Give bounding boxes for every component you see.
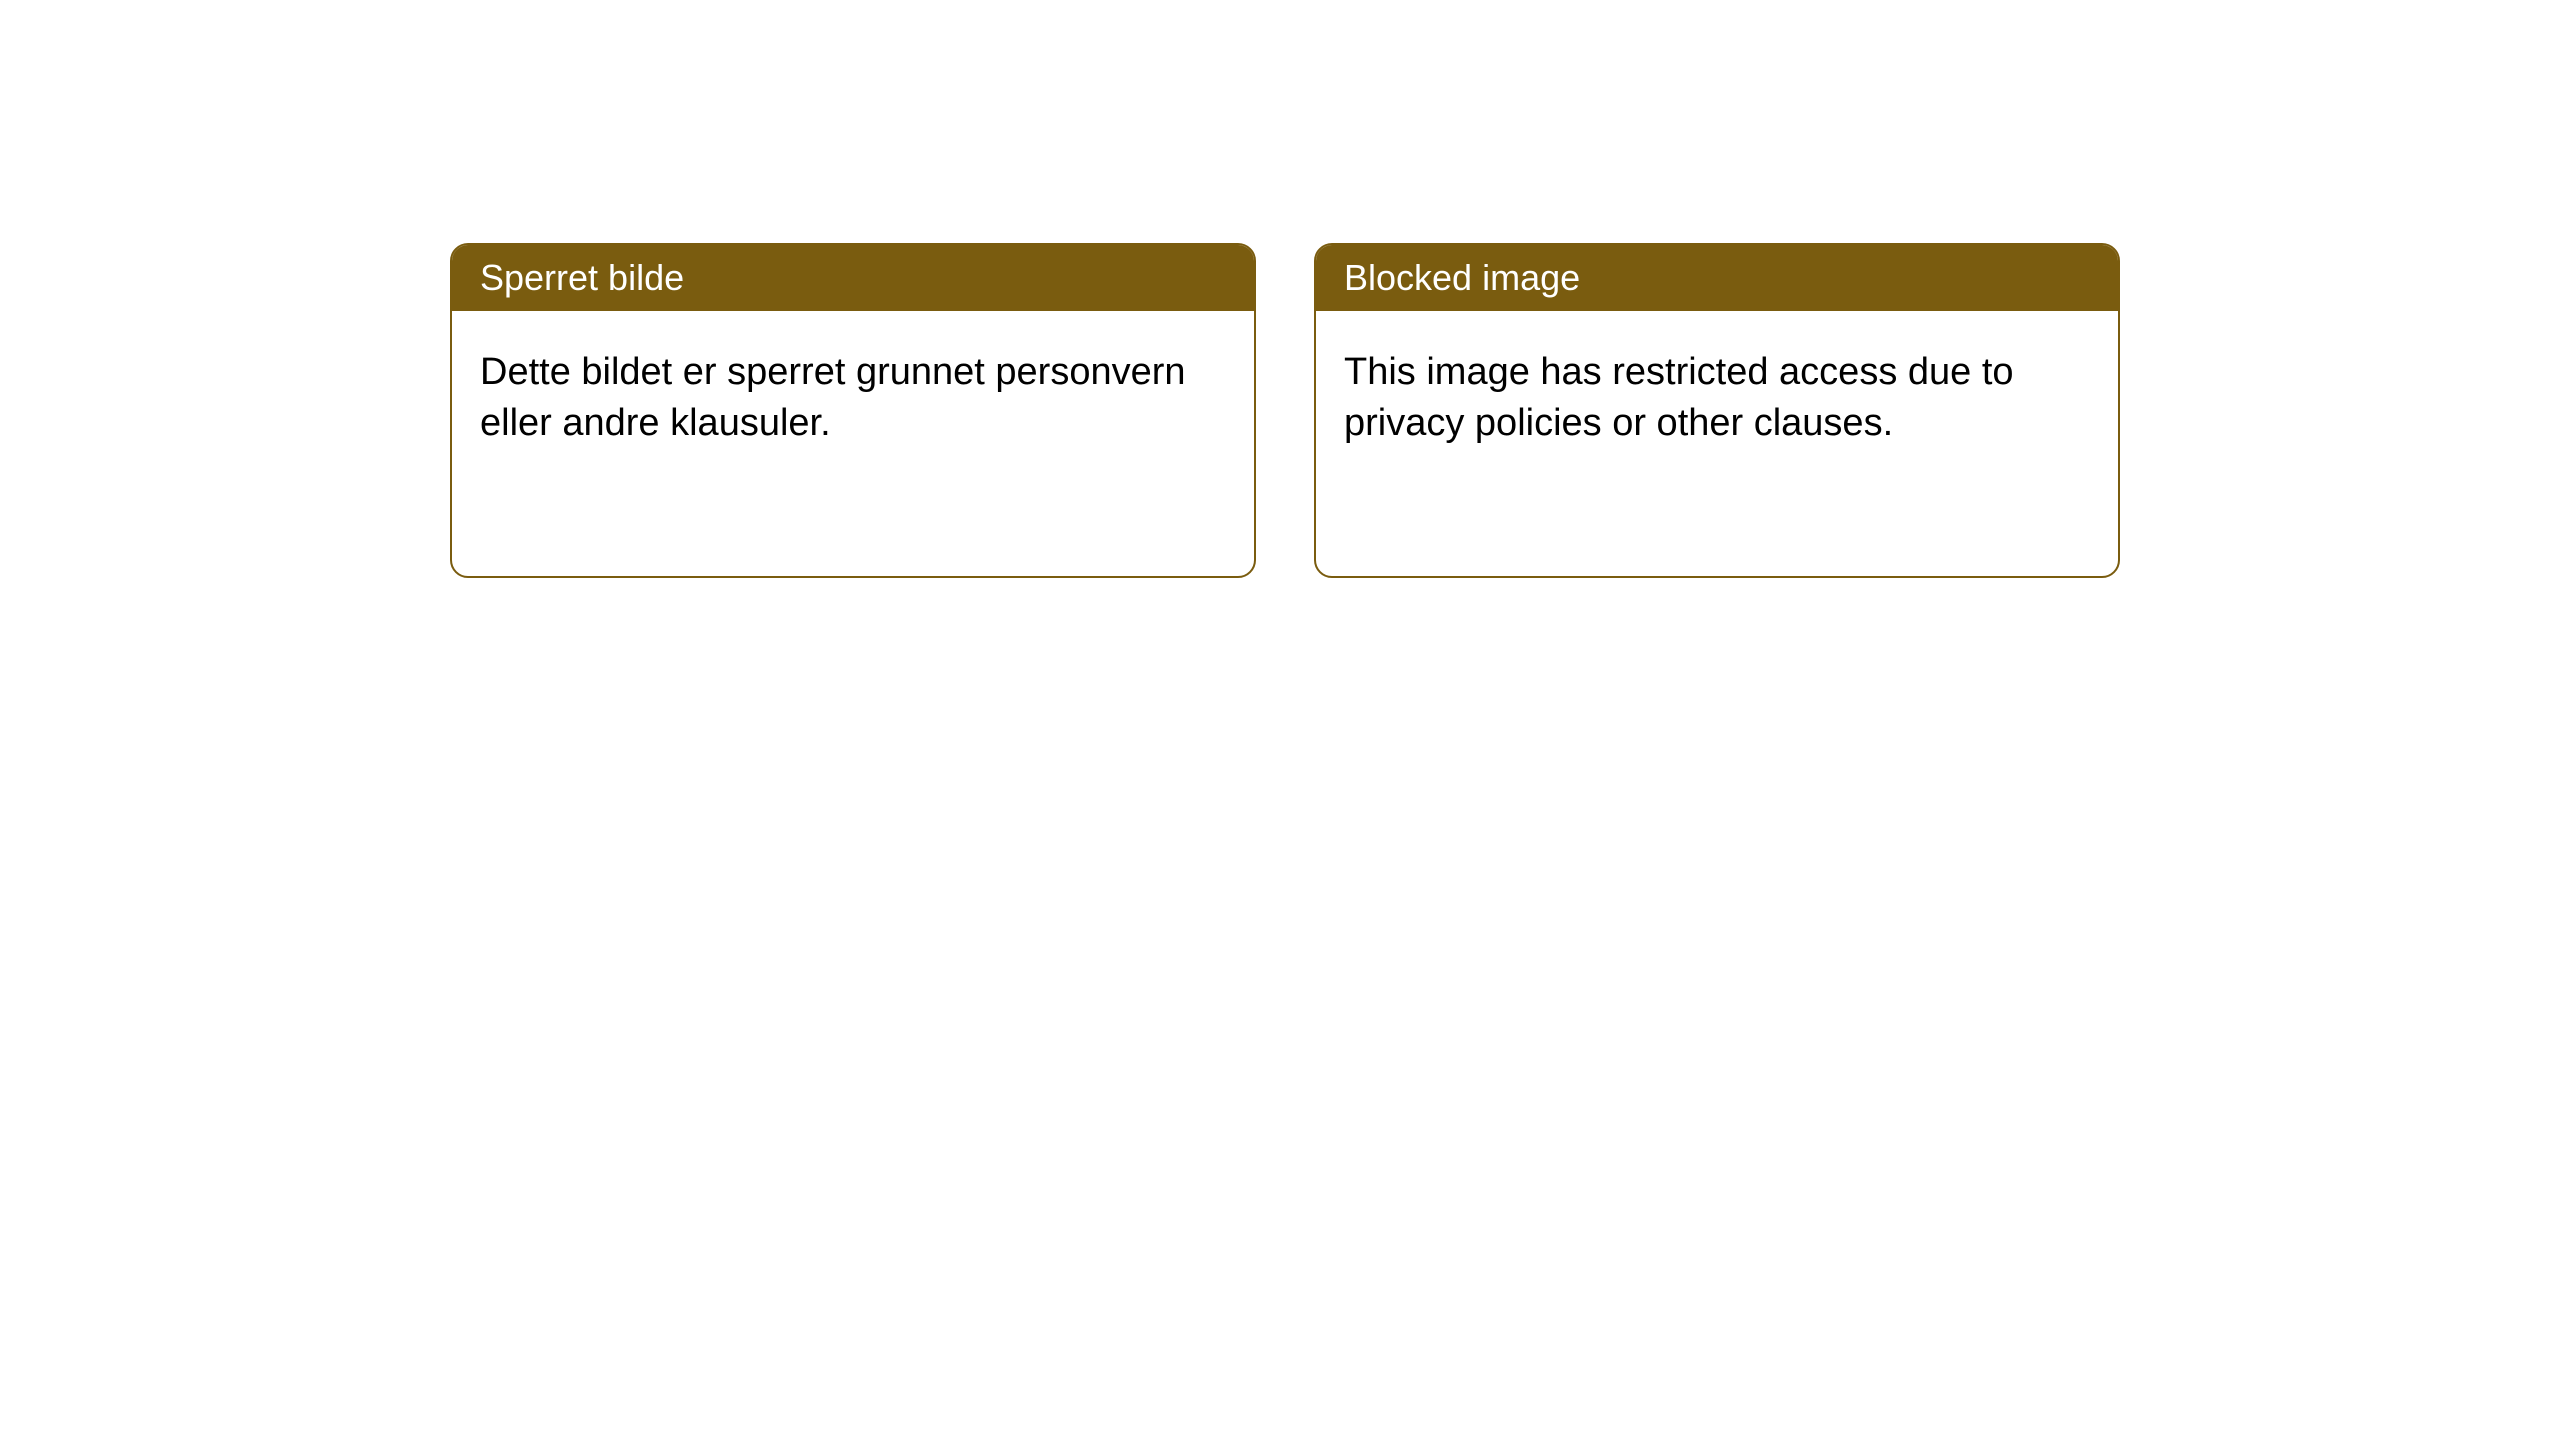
card-title: Blocked image: [1316, 245, 2118, 311]
notice-card-english: Blocked image This image has restricted …: [1314, 243, 2120, 578]
card-body: This image has restricted access due to …: [1316, 311, 2118, 486]
notice-card-norwegian: Sperret bilde Dette bildet er sperret gr…: [450, 243, 1256, 578]
card-title: Sperret bilde: [452, 245, 1254, 311]
notice-container: Sperret bilde Dette bildet er sperret gr…: [0, 0, 2560, 578]
card-body: Dette bildet er sperret grunnet personve…: [452, 311, 1254, 486]
